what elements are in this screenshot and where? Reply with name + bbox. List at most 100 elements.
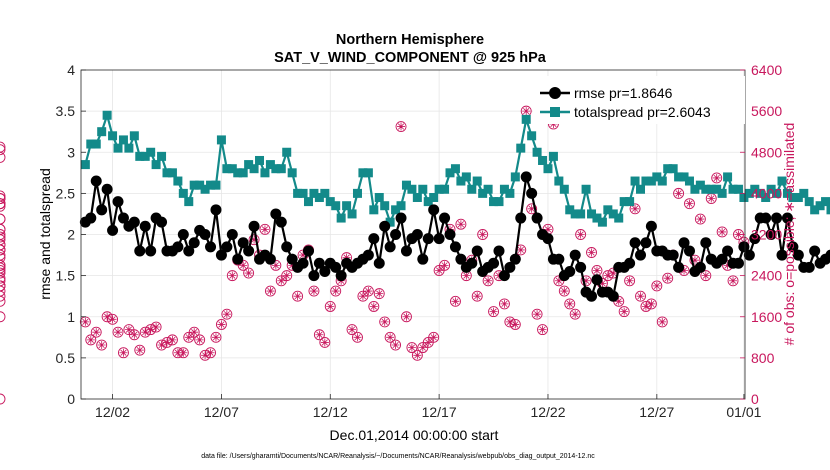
- obs-possible-marker: [0, 229, 6, 240]
- totalspread-point: [478, 188, 488, 198]
- obs-point: [651, 280, 663, 292]
- obs-possible-marker: [384, 331, 396, 343]
- obs-point: [0, 224, 6, 235]
- rmse-point: [96, 204, 108, 216]
- obs-point: [395, 121, 407, 132]
- rmse-point: [237, 237, 249, 249]
- obs-possible-marker: [0, 198, 6, 210]
- obs-assimilated-marker: [511, 320, 520, 329]
- obs-point: [640, 301, 652, 312]
- totalspread-point: [342, 201, 352, 211]
- rmse-point: [760, 212, 772, 224]
- obs-assimilated-marker: [592, 266, 601, 275]
- totalspread-point: [271, 164, 281, 174]
- rmse-point: [678, 237, 690, 249]
- totalspread-point: [723, 172, 733, 182]
- obs-point: [188, 326, 200, 338]
- obs-possible-marker: [526, 203, 538, 215]
- obs-point: [330, 285, 342, 297]
- obs-possible-marker: [90, 326, 102, 338]
- obs-point: [145, 324, 157, 336]
- rmse-point: [792, 249, 804, 261]
- obs-assimilated-marker: [500, 299, 509, 308]
- obs-point: [215, 319, 227, 330]
- obs-possible-marker: [428, 331, 440, 343]
- obs-assimilated-marker: [271, 261, 280, 270]
- totalspread-point: [782, 188, 792, 198]
- obs-assimilated-marker: [489, 307, 498, 316]
- totalspread-point: [554, 176, 564, 186]
- totalspread-point: [86, 139, 96, 149]
- rmse-point: [504, 261, 516, 273]
- totalspread-point: [314, 192, 324, 202]
- obs-possible-marker: [107, 313, 119, 325]
- totalspread-point: [157, 151, 167, 161]
- rmse-point: [90, 175, 102, 187]
- totalspread-point: [630, 176, 640, 186]
- obs-assimilated-marker: [217, 320, 226, 329]
- obs-assimilated-marker: [293, 292, 302, 301]
- rmse-point: [362, 249, 374, 261]
- totalspread-point: [200, 184, 210, 194]
- obs-point: [324, 301, 336, 312]
- obs-possible-marker: [537, 324, 548, 336]
- obs-assimilated-marker: [696, 215, 705, 224]
- rmse-point: [313, 257, 325, 269]
- obs-assimilated-marker: [538, 325, 547, 334]
- obs-point: [569, 308, 581, 320]
- obs-possible-marker: [161, 337, 173, 348]
- obs-possible-marker: [0, 290, 6, 302]
- rmse-point: [586, 290, 598, 302]
- obs-possible-marker: [0, 262, 6, 274]
- obs-possible-marker: [330, 285, 342, 297]
- totalspread-point: [80, 160, 90, 170]
- obs-possible-marker: [689, 254, 701, 266]
- obs-possible-marker: [0, 244, 6, 256]
- obs-possible-marker: [651, 280, 663, 292]
- obs-possible-marker: [0, 280, 6, 292]
- obs-point: [0, 260, 6, 271]
- totalspread-point: [489, 197, 499, 207]
- rmse-point: [694, 261, 706, 273]
- rmse-point: [243, 245, 255, 257]
- x-tick-label: 12/27: [639, 404, 674, 420]
- obs-assimilated-marker: [386, 333, 395, 342]
- left-tick-label: 4: [67, 62, 75, 78]
- obs-possible-marker: [575, 229, 587, 240]
- totalspread-point: [113, 143, 123, 153]
- obs-assimilated-marker: [179, 348, 188, 357]
- obs-point: [591, 265, 603, 276]
- obs-possible-marker: [629, 203, 641, 215]
- rmse-point: [232, 253, 244, 265]
- left-tick-label: 2: [67, 227, 75, 243]
- totalspread-point: [282, 147, 292, 157]
- obs-assimilated-marker: [222, 310, 231, 319]
- obs-point: [662, 272, 674, 284]
- totalspread-point: [429, 192, 439, 202]
- totalspread-point: [467, 184, 477, 194]
- obs-possible-marker: [313, 329, 325, 341]
- obs-possible-marker: [656, 316, 668, 328]
- obs-point: [177, 347, 189, 359]
- obs-possible-marker: [205, 347, 216, 359]
- right-tick-label: 0: [751, 391, 759, 407]
- totalspread-point: [450, 164, 460, 174]
- obs-possible-marker: [395, 121, 407, 132]
- totalspread-point: [739, 192, 749, 202]
- obs-point: [711, 172, 723, 184]
- rmse-point: [607, 290, 619, 302]
- totalspread-point: [456, 176, 466, 186]
- rmse-point: [368, 233, 380, 245]
- obs-assimilated-marker: [380, 317, 389, 326]
- rmse-point: [210, 204, 222, 216]
- x-axis: 12/02 12/07 12/12 12/17 12/22 12/27 01/01: [95, 394, 762, 420]
- obs-point: [90, 326, 102, 338]
- obs-assimilated-marker: [478, 230, 487, 239]
- totalspread-point: [804, 197, 814, 207]
- obs-assimilated-marker: [609, 269, 618, 278]
- left-tick-label: 2.5: [56, 185, 76, 201]
- obs-point: [0, 265, 6, 276]
- obs-point: [101, 311, 113, 323]
- obs-assimilated-marker: [277, 276, 286, 285]
- obs-possible-marker: [248, 234, 260, 246]
